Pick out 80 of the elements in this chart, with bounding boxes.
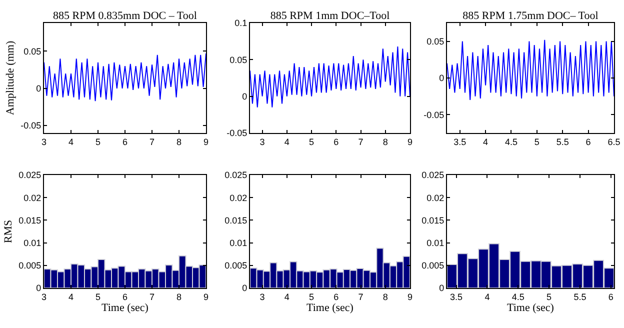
y-tick-label: 0 (36, 84, 42, 94)
line-series (250, 46, 410, 108)
y-tick-label: 0 (439, 283, 444, 294)
y-tick-label: 0.01 (230, 238, 248, 248)
x-tick-label: 5 (95, 136, 101, 147)
y-tick-label: 0.02 (426, 192, 444, 203)
x-tick-label: 6 (334, 292, 339, 302)
y-tick-label: 0.025 (422, 170, 444, 180)
x-tick-label: 3 (260, 136, 265, 147)
line-series (447, 39, 614, 100)
y-tick-label: 0.05 (230, 54, 248, 65)
x-tick-label: 9 (407, 136, 413, 147)
y-tick-label: 0.02 (230, 192, 248, 203)
x-tick-label: 9 (407, 292, 413, 302)
x-tick-label: 3 (41, 136, 47, 147)
chart-title: 885 RPM 0.835mm DOC – Tool (53, 10, 197, 22)
y-tick-label: 0.01 (24, 238, 42, 248)
y-tick-label: 0.025 (224, 170, 248, 180)
x-tick-label: 4 (484, 292, 490, 302)
line-series (44, 52, 206, 102)
y-tick-label: 0.005 (18, 260, 42, 271)
x-tick-label: 7 (358, 136, 364, 147)
y-tick-label: 0.05 (24, 46, 42, 56)
y-tick-label: 0 (36, 283, 42, 294)
x-tick-label: 4 (284, 136, 290, 147)
x-tick-label: 8 (382, 136, 388, 147)
y-tick-label: 0.015 (422, 215, 444, 226)
x-tick-label: 3 (260, 292, 265, 302)
y-tick-label: -0.05 (20, 120, 42, 131)
x-tick-label: 4 (68, 292, 74, 302)
y-tick-label: 0.01 (426, 238, 444, 248)
y-tick-label: 0.1 (234, 18, 248, 28)
x-tick-label: 5 (309, 136, 314, 147)
x-tick-label: 4 (483, 136, 488, 147)
x-tick-label: 8 (176, 136, 182, 147)
x-tick-label: 3.5 (450, 292, 463, 302)
x-axis-title: Time (sec) (102, 302, 149, 314)
x-tick-label: 8 (382, 292, 388, 302)
x-tick-label: 5 (534, 136, 540, 147)
y-tick-label: -0.05 (226, 128, 248, 138)
x-tick-label: 5 (309, 292, 314, 302)
y-tick-label: 0.005 (224, 260, 248, 271)
chart-title: 885 RPM 1.75mm DOC– Tool (462, 10, 598, 22)
x-tick-label: 5 (95, 292, 101, 302)
x-tick-label: 6 (122, 292, 128, 302)
y-axis-title: RMS (2, 220, 14, 244)
x-tick-label: 5.5 (556, 136, 569, 147)
y-tick-label: 0.015 (18, 215, 42, 226)
y-tick-label: 0 (242, 283, 248, 294)
x-tick-label: 6.5 (608, 136, 620, 147)
y-tick-label: 0.05 (426, 36, 444, 46)
x-tick-label: 6 (334, 136, 339, 147)
x-axis-title: Time (sec) (507, 302, 554, 314)
y-tick-label: 0.025 (18, 170, 42, 180)
x-tick-label: 7 (149, 136, 155, 147)
y-tick-label: 0.015 (224, 215, 248, 226)
x-tick-label: 6 (586, 136, 591, 147)
x-tick-label: 4.5 (512, 292, 524, 302)
x-tick-label: 9 (203, 292, 209, 302)
x-tick-label: 9 (203, 136, 209, 147)
x-tick-label: 3.5 (454, 136, 466, 147)
x-tick-label: 3 (41, 292, 47, 302)
x-tick-label: 4 (284, 292, 290, 302)
x-tick-label: 5 (546, 292, 552, 302)
x-tick-label: 8 (176, 292, 182, 302)
y-axis-title: Amplitude (mm) (4, 40, 16, 116)
x-tick-label: 7 (149, 292, 155, 302)
x-tick-label: 5.5 (574, 292, 586, 302)
x-tick-label: 4 (68, 136, 74, 147)
y-tick-label: 0.005 (422, 260, 444, 271)
x-axis-title: Time (sec) (306, 302, 354, 314)
y-tick-label: 0 (439, 73, 444, 84)
chart-title: 885 RPM 1mm DOC–Tool (270, 10, 390, 22)
x-tick-label: 6 (608, 292, 614, 302)
x-tick-label: 7 (358, 292, 364, 302)
y-tick-label: 0 (242, 91, 248, 102)
x-tick-label: 4.5 (504, 136, 518, 147)
x-tick-label: 6 (122, 136, 128, 147)
y-tick-label: -0.05 (424, 110, 444, 120)
y-tick-label: 0.02 (24, 192, 42, 203)
